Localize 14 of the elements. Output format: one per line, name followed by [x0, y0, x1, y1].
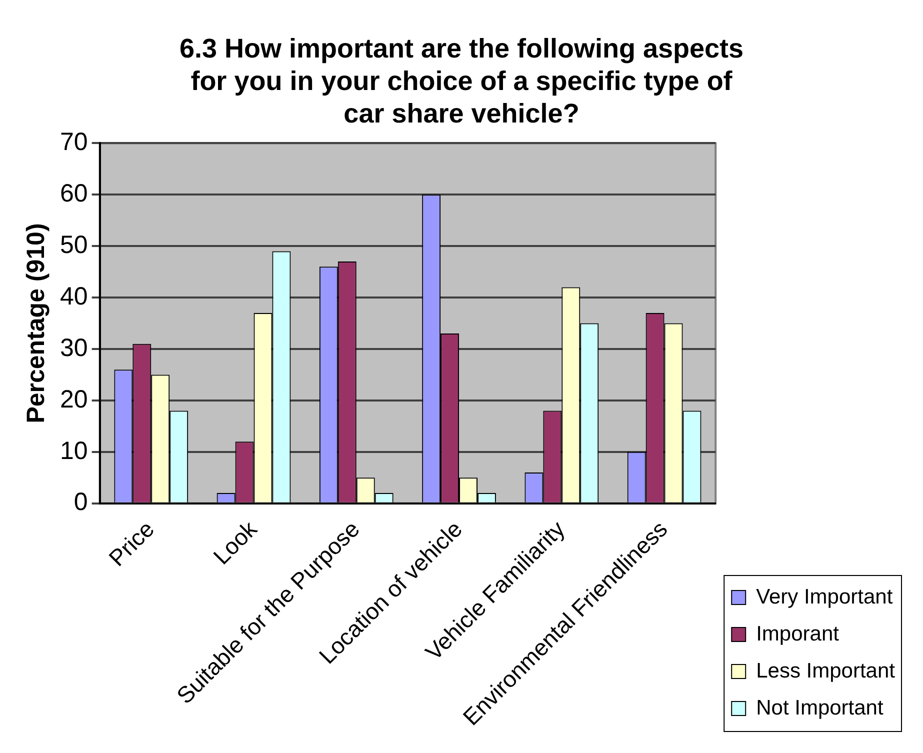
y-tick-label: 70 [60, 128, 88, 156]
legend-label: Less Important [756, 659, 896, 682]
y-tick-label: 0 [74, 488, 88, 516]
y-tick-label: 60 [60, 180, 88, 208]
chart-title: 6.3 How important are the following aspects for you in your choice of a specific type of car share vehicle? [179, 34, 744, 128]
legend-label: Very Important [756, 585, 893, 608]
legend-label: Not Important [756, 696, 884, 720]
y-tick-label: 10 [60, 436, 88, 465]
y-tick-label: 50 [60, 230, 88, 259]
y-tick-label: 40 [60, 282, 88, 310]
y-tick-label: 30 [60, 334, 88, 362]
y-axis-title: Percentage (910) [22, 223, 50, 424]
y-tick-label: 20 [60, 385, 88, 414]
legend-label: Imporant [756, 622, 840, 646]
